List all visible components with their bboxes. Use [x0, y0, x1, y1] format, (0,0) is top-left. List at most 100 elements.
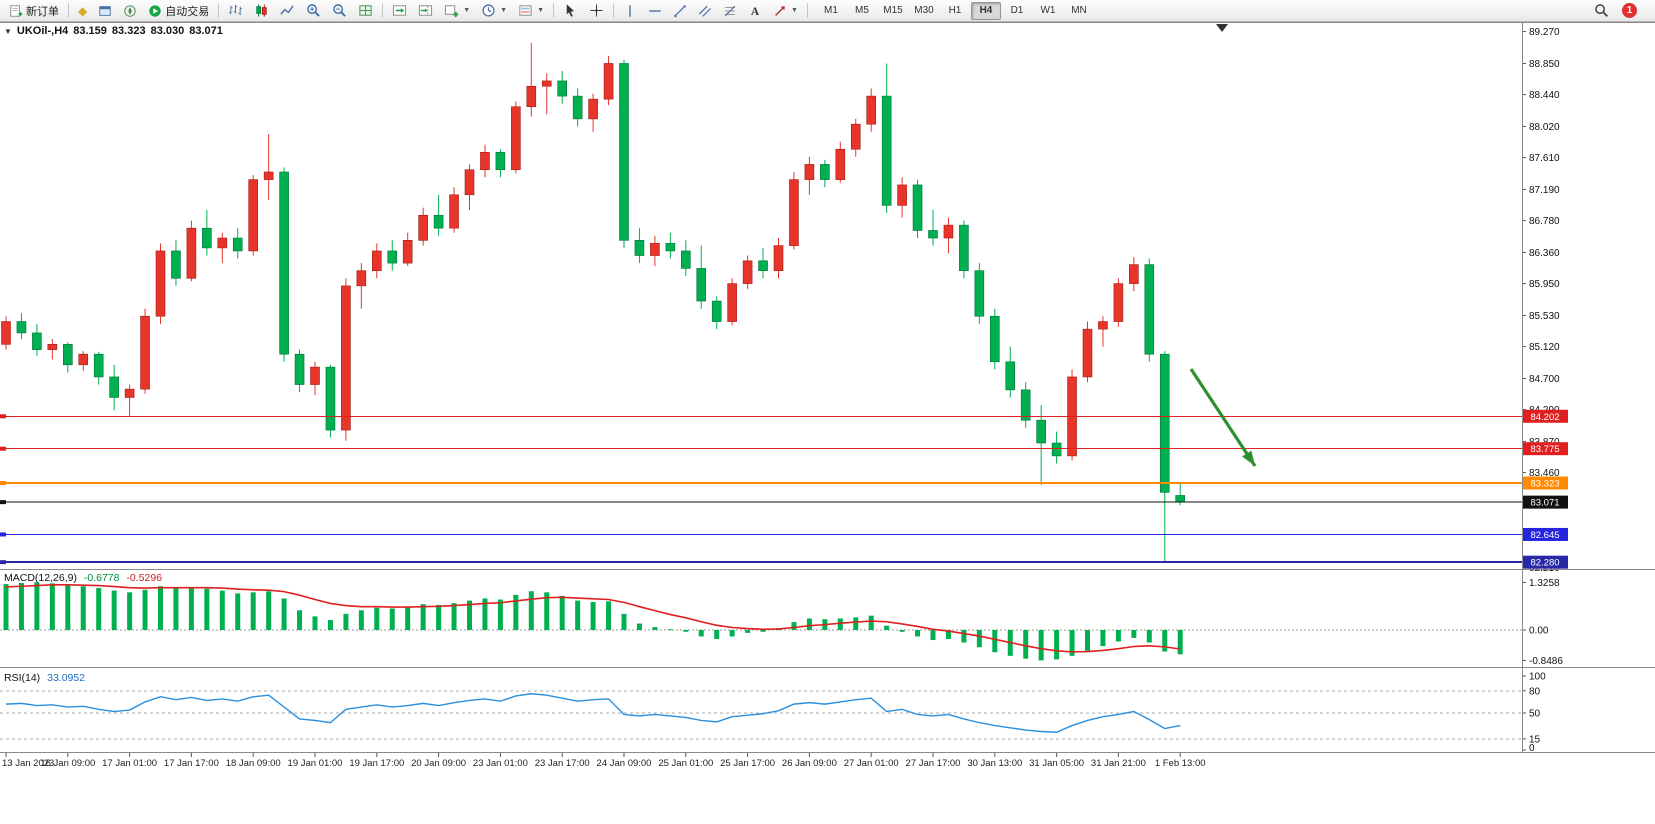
market-watch-button[interactable]: ◆: [73, 1, 92, 21]
timeframe-button-mn[interactable]: MN: [1071, 5, 1087, 16]
vertical-line-icon: [623, 4, 637, 18]
chart-open: 83.159: [73, 25, 107, 37]
toolbar-separator: [806, 3, 808, 18]
svg-text:82.645: 82.645: [1530, 530, 1559, 541]
cursor-button[interactable]: [558, 1, 583, 21]
price-hlines[interactable]: [0, 414, 1522, 565]
svg-text:-0.8486: -0.8486: [1529, 656, 1563, 667]
macd-main-value: -0.6778: [83, 572, 120, 584]
trend-arrow[interactable]: [1189, 368, 1257, 467]
autotrading-label: 自动交易: [165, 5, 210, 18]
chart-menu-icon[interactable]: ▼: [4, 26, 12, 36]
new-order-button[interactable]: 新订单: [4, 1, 64, 21]
trendline-icon: [673, 4, 687, 18]
data-window-icon: [98, 4, 112, 18]
chevron-down-icon: ▼: [791, 7, 798, 14]
timeframe-button-d1[interactable]: D1: [1010, 5, 1024, 16]
zoom-out-icon: [332, 3, 347, 18]
trendline-button[interactable]: [668, 1, 692, 21]
toolbar-separator: [613, 3, 615, 18]
svg-text:86.360: 86.360: [1529, 248, 1560, 259]
price-flag: 83.071: [1522, 495, 1568, 509]
search-button[interactable]: [1589, 1, 1614, 21]
rsi-indicator-label: RSI(14) 33.0952: [4, 672, 85, 684]
horizontal-line-button[interactable]: [643, 1, 667, 21]
arrows-tool-button[interactable]: ▼: [768, 1, 803, 21]
svg-text:18 Jan 09:00: 18 Jan 09:00: [226, 758, 281, 769]
grid-button[interactable]: [353, 1, 378, 21]
svg-text:0.00: 0.00: [1529, 626, 1549, 637]
new-chart-button[interactable]: ▼: [439, 1, 475, 21]
timeframe-button-m5[interactable]: M5: [855, 5, 869, 16]
price-flag: 83.775: [1522, 442, 1568, 456]
crosshair-icon: [589, 3, 604, 18]
fibonacci-icon: [723, 4, 737, 18]
macd-signal-value: -0.5296: [126, 572, 163, 584]
svg-text:27 Jan 17:00: 27 Jan 17:00: [906, 758, 961, 769]
auto-scroll-button[interactable]: [387, 1, 412, 21]
autotrading-button[interactable]: 自动交易: [143, 1, 214, 21]
svg-text:88.850: 88.850: [1529, 59, 1560, 70]
toolbar-separator: [68, 3, 69, 18]
chart-shift-marker[interactable]: [1216, 24, 1228, 32]
svg-text:30 Jan 13:00: 30 Jan 13:00: [967, 758, 1022, 769]
svg-text:83.460: 83.460: [1529, 468, 1560, 479]
chart-shift-icon: [418, 3, 433, 18]
market-watch-icon: ◆: [78, 3, 88, 18]
chart-low: 83.030: [150, 25, 185, 37]
channel-button[interactable]: [693, 1, 717, 21]
new-chart-icon: [444, 3, 459, 18]
template-button[interactable]: ▼: [513, 1, 549, 21]
svg-text:88.440: 88.440: [1529, 90, 1560, 101]
zoom-in-button[interactable]: [301, 1, 326, 21]
timeframe-button-w1[interactable]: W1: [1040, 5, 1056, 16]
chart-shift-button[interactable]: [413, 1, 438, 21]
candlestick-chart-button[interactable]: [249, 1, 274, 21]
svg-text:17 Jan 17:00: 17 Jan 17:00: [164, 758, 219, 769]
bar-chart-button[interactable]: [223, 1, 248, 21]
timeframe-buttons: M1 M5 M15 M30 H1 H4 D1 W1 MN: [816, 1, 1094, 20]
zoom-in-icon: [306, 3, 321, 18]
svg-text:84.202: 84.202: [1530, 412, 1559, 423]
zoom-out-button[interactable]: [327, 1, 352, 21]
line-chart-icon: [280, 3, 295, 18]
svg-text:31 Jan 05:00: 31 Jan 05:00: [1029, 758, 1084, 769]
timeframe-button-h4[interactable]: H4: [970, 1, 1001, 20]
svg-text:A: A: [751, 5, 760, 17]
svg-text:20 Jan 09:00: 20 Jan 09:00: [411, 758, 466, 769]
chart-high: 83.323: [111, 25, 146, 37]
price-flag: 82.645: [1522, 527, 1568, 541]
period-selector-button[interactable]: ▼: [476, 1, 512, 21]
notification-badge[interactable]: 1: [1622, 3, 1637, 18]
svg-text:27 Jan 01:00: 27 Jan 01:00: [844, 758, 899, 769]
timeframe-button-m15[interactable]: M15: [883, 5, 903, 16]
timeframe-button-h1[interactable]: H1: [948, 5, 962, 16]
template-icon: [518, 3, 533, 18]
svg-text:84.700: 84.700: [1529, 374, 1560, 385]
toolbar-separator: [218, 3, 220, 18]
price-axis: 89.270 88.850 88.440 88.020 87.610 87.190 86.7…: [1522, 27, 1568, 574]
svg-text:23 Jan 17:00: 23 Jan 17:00: [535, 758, 590, 769]
toolbar-right-group: 1: [1589, 1, 1651, 21]
candlesticks-layer[interactable]: [1, 42, 1185, 563]
autotrading-icon: [148, 4, 162, 18]
data-window-button[interactable]: [93, 1, 117, 21]
timeframe-button-m1[interactable]: M1: [824, 5, 838, 16]
timeframe-button-m30[interactable]: M30: [914, 5, 934, 16]
svg-text:85.950: 85.950: [1529, 279, 1560, 290]
svg-text:85.530: 85.530: [1529, 311, 1560, 322]
svg-text:19 Jan 17:00: 19 Jan 17:00: [349, 758, 404, 769]
crosshair-button[interactable]: [584, 1, 609, 21]
svg-text:1.3258: 1.3258: [1529, 578, 1560, 589]
svg-text:82.280: 82.280: [1530, 558, 1559, 569]
bar-chart-icon: [228, 3, 243, 18]
vertical-line-button[interactable]: [618, 1, 642, 21]
chevron-down-icon: ▼: [463, 7, 471, 14]
macd-panel: 1.3258 0.00 -0.8486: [0, 578, 1563, 667]
navigator-button[interactable]: [118, 1, 142, 21]
text-tool-button[interactable]: A: [743, 1, 767, 21]
line-chart-button[interactable]: [275, 1, 300, 21]
fibonacci-button[interactable]: [718, 1, 742, 21]
